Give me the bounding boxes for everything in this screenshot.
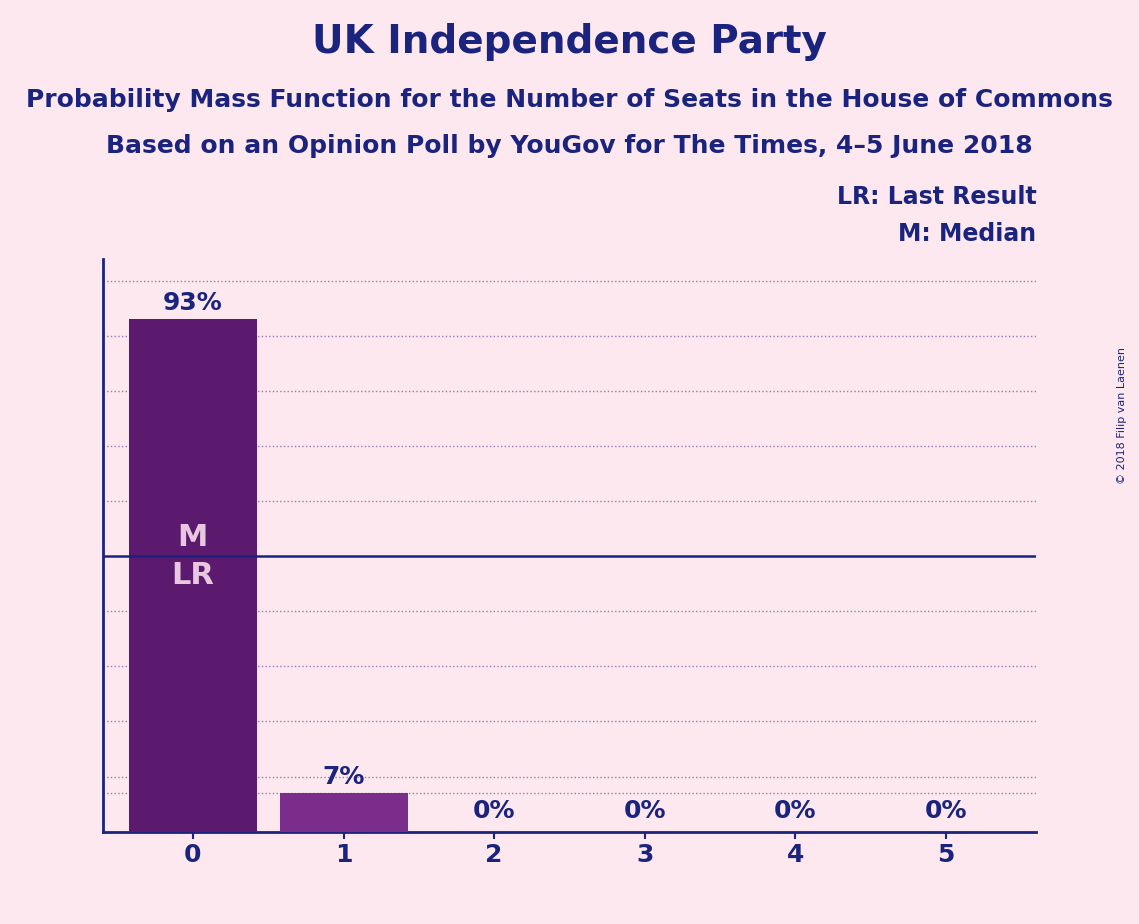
Text: UK Independence Party: UK Independence Party xyxy=(312,23,827,61)
Text: 7%: 7% xyxy=(322,765,364,789)
Text: 0%: 0% xyxy=(925,799,967,823)
Bar xyxy=(279,793,408,832)
Text: 0%: 0% xyxy=(473,799,516,823)
Bar xyxy=(129,320,257,832)
Text: LR: Last Result: LR: Last Result xyxy=(837,185,1036,209)
Text: M: Median: M: Median xyxy=(899,222,1036,246)
Text: 93%: 93% xyxy=(163,291,223,315)
Text: 0%: 0% xyxy=(775,799,817,823)
Text: Probability Mass Function for the Number of Seats in the House of Commons: Probability Mass Function for the Number… xyxy=(26,88,1113,112)
Text: Based on an Opinion Poll by YouGov for The Times, 4–5 June 2018: Based on an Opinion Poll by YouGov for T… xyxy=(106,134,1033,158)
Text: M
LR: M LR xyxy=(172,523,214,590)
Text: © 2018 Filip van Laenen: © 2018 Filip van Laenen xyxy=(1117,347,1126,484)
Text: 0%: 0% xyxy=(623,799,666,823)
